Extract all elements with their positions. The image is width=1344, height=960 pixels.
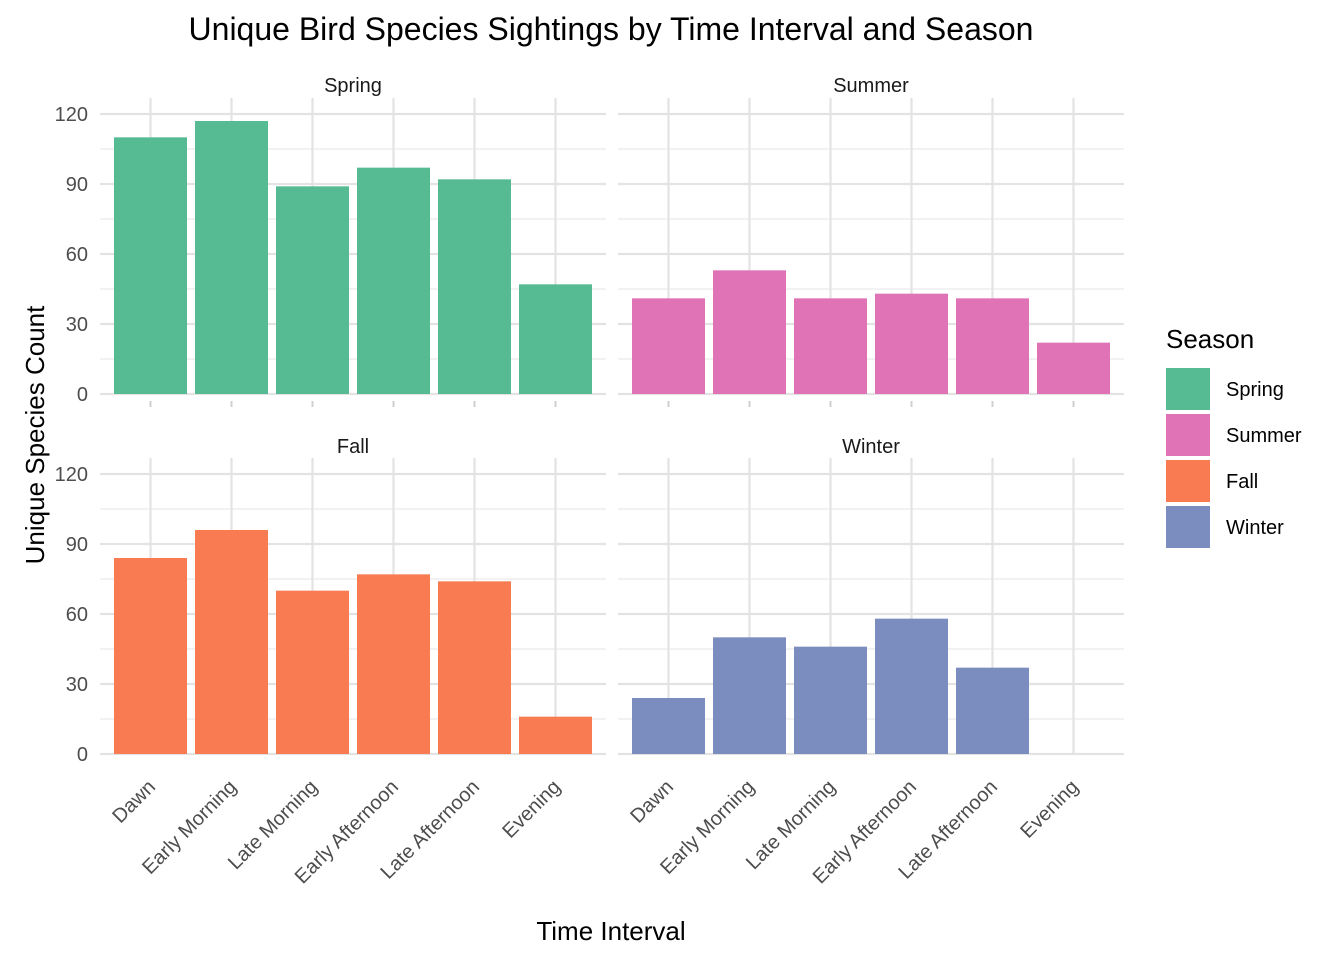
facet-panels: Spring 0 30 60 90 120 Summer Fall 0 30 60 90 120 Dawn… <box>55 75 1124 888</box>
x-tick-label: Evening <box>498 776 565 843</box>
facet-label: Summer <box>833 75 909 97</box>
y-tick-label: 90 <box>66 174 88 196</box>
bar-summer-early-afternoon <box>875 293 948 394</box>
y-tick-label: 0 <box>77 744 88 766</box>
y-tick-label: 120 <box>55 464 88 486</box>
bar-winter-early-afternoon <box>875 618 948 754</box>
bar-summer-late-afternoon <box>956 298 1029 394</box>
bar-spring-dawn <box>114 137 187 395</box>
bar-fall-late-morning <box>276 590 349 754</box>
bar-summer-early-morning <box>713 270 786 394</box>
legend-label-fall: Fall <box>1226 471 1258 493</box>
bar-fall-evening <box>519 716 592 754</box>
bar-spring-early-afternoon <box>357 167 430 394</box>
bar-winter-late-morning <box>794 646 867 754</box>
bar-fall-late-afternoon <box>438 581 511 754</box>
bar-fall-dawn <box>114 558 187 754</box>
bar-summer-evening <box>1037 342 1110 394</box>
bar-fall-early-morning <box>195 530 268 754</box>
y-tick-label: 0 <box>77 384 88 406</box>
legend-label-summer: Summer <box>1226 425 1302 447</box>
x-tick-label: Dawn <box>108 776 160 828</box>
y-tick-label: 60 <box>66 244 88 266</box>
bar-winter-dawn <box>632 698 705 754</box>
legend-label-spring: Spring <box>1226 379 1284 401</box>
bar-spring-early-morning <box>195 121 268 394</box>
facet-label: Spring <box>324 75 382 97</box>
bar-summer-late-morning <box>794 298 867 394</box>
bar-spring-evening <box>519 284 592 394</box>
legend-swatch-winter <box>1166 506 1210 548</box>
y-tick-label: 120 <box>55 104 88 126</box>
bar-summer-dawn <box>632 298 705 394</box>
x-axis-title: Time Interval <box>536 916 685 946</box>
x-tick-label: Dawn <box>626 776 678 828</box>
bar-spring-late-afternoon <box>438 179 511 394</box>
y-tick-label: 30 <box>66 314 88 336</box>
bar-winter-late-afternoon <box>956 667 1029 754</box>
y-tick-label: 30 <box>66 674 88 696</box>
legend-label-winter: Winter <box>1226 517 1284 539</box>
legend-swatch-summer <box>1166 414 1210 456</box>
facet-label: Winter <box>842 436 900 458</box>
legend: Season Spring Summer Fall Winter <box>1166 324 1302 548</box>
bar-fall-early-afternoon <box>357 574 430 754</box>
panel-spring: Spring 0 30 60 90 120 <box>55 75 606 407</box>
legend-title: Season <box>1166 324 1254 354</box>
legend-swatch-fall <box>1166 460 1210 502</box>
chart-title: Unique Bird Species Sightings by Time In… <box>189 11 1034 47</box>
facet-label: Fall <box>337 436 369 458</box>
y-tick-label: 90 <box>66 534 88 556</box>
y-axis-title: Unique Species Count <box>20 305 50 564</box>
bar-spring-late-morning <box>276 186 349 394</box>
panel-summer: Summer <box>618 75 1124 407</box>
legend-swatch-spring <box>1166 368 1210 410</box>
y-tick-label: 60 <box>66 604 88 626</box>
bar-winter-early-morning <box>713 637 786 754</box>
x-tick-label: Evening <box>1016 776 1083 843</box>
